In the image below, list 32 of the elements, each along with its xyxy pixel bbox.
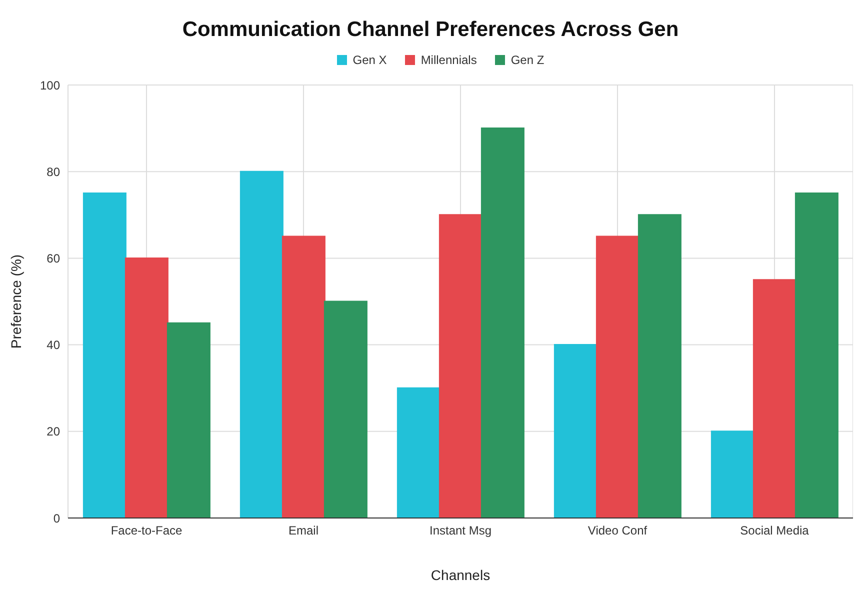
y-tick-label: 60 xyxy=(46,251,60,266)
x-tick-label: Face-to-Face xyxy=(110,524,182,538)
y-axis-title: Preference (%) xyxy=(8,254,24,349)
bar xyxy=(554,344,598,518)
x-axis-title: Channels xyxy=(430,567,490,583)
bar xyxy=(240,170,284,518)
bar xyxy=(324,300,368,518)
legend-label: Gen X xyxy=(352,53,387,67)
bar xyxy=(82,192,126,518)
bar xyxy=(794,192,838,518)
bar xyxy=(438,214,482,518)
chart-title: Communication Channel Preferences Across Gen xyxy=(181,17,680,43)
x-tick-label: Video Conf xyxy=(588,524,648,538)
x-tick-label: Instant Msg xyxy=(429,524,492,538)
legend-label: Gen Z xyxy=(510,53,544,67)
bar xyxy=(124,257,168,518)
y-tick-label: 20 xyxy=(46,424,60,439)
y-tick-label: 0 xyxy=(53,511,60,526)
y-tick-label: 40 xyxy=(46,338,60,352)
bar xyxy=(166,322,210,518)
x-tick-label: Email xyxy=(288,524,319,538)
bar xyxy=(638,214,682,518)
bar xyxy=(710,430,754,518)
x-tick-label: Social Media xyxy=(740,524,810,538)
bar xyxy=(282,236,326,518)
y-tick-label: 80 xyxy=(46,164,60,179)
bar xyxy=(752,279,796,518)
y-tick-label: 100 xyxy=(40,78,60,92)
bar xyxy=(480,128,524,518)
bar xyxy=(396,387,440,518)
legend-label: Millennials xyxy=(420,53,477,67)
bar xyxy=(596,236,640,518)
